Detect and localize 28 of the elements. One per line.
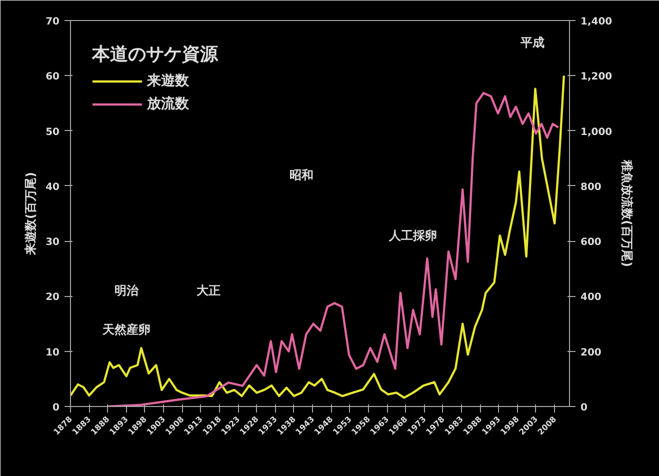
annotation: 昭和 xyxy=(289,168,314,182)
y2-axis-title: 稚魚放流数(百万尾) xyxy=(620,159,634,267)
legend-title: 本道のサケ資源 xyxy=(92,43,218,66)
legend-label: 来遊数 xyxy=(147,72,189,90)
y2-tick-label: 800 xyxy=(580,182,602,193)
y2-tick-label: 0 xyxy=(580,402,588,414)
y-tick-label: 50 xyxy=(46,126,60,138)
y-tick-label: 70 xyxy=(46,16,60,28)
y-tick-label: 30 xyxy=(46,237,60,248)
y2-tick-label: 1,400 xyxy=(580,16,612,28)
y2-tick-label: 1,000 xyxy=(580,126,612,138)
y-tick-label: 20 xyxy=(46,292,60,304)
line-series xyxy=(70,74,566,399)
y2-tick-label: 1,200 xyxy=(580,72,612,83)
y-tick-label: 10 xyxy=(46,347,60,358)
y-axis-title: 来遊数(百万尾) xyxy=(24,172,38,256)
annotation: 天然産卵 xyxy=(101,322,150,336)
annotation: 人工採卵 xyxy=(388,228,438,243)
y2-tick-label: 200 xyxy=(580,347,602,358)
annotation: 大正 xyxy=(196,284,220,298)
annotation: 平成 xyxy=(519,36,544,50)
y-tick-label: 60 xyxy=(46,72,60,83)
y2-tick-label: 600 xyxy=(580,237,602,248)
y2-tick-label: 400 xyxy=(580,292,602,304)
annotation: 明治 xyxy=(114,284,140,298)
y-tick-label: 0 xyxy=(52,402,60,414)
legend-label: 放流数 xyxy=(147,95,189,113)
y-tick-label: 40 xyxy=(46,182,60,193)
